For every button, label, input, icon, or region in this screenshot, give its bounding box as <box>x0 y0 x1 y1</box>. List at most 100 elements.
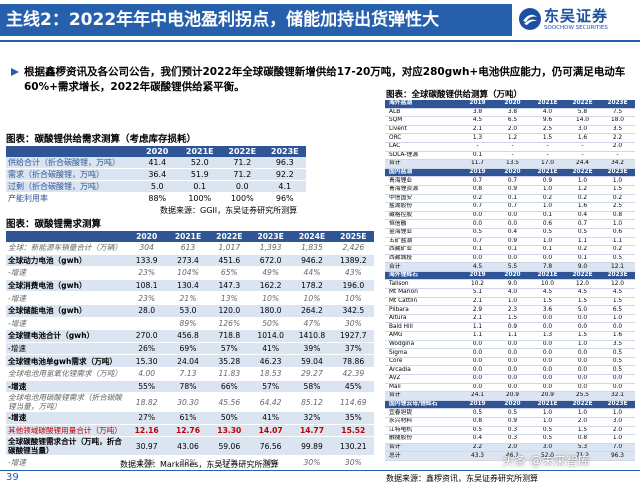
cell: 12.1 <box>600 262 635 272</box>
cell: -增速 <box>6 317 126 331</box>
cell: 需求（折合碳酸锂，万吨） <box>6 168 136 181</box>
slide-title: 主线2：2022年年中电池盈利拐点，储能加持出货弹性大 <box>0 4 512 36</box>
cell: 0.0 <box>221 180 264 193</box>
cell: 0.0 <box>495 348 530 358</box>
cell: 104% <box>167 266 209 280</box>
cell: 0.8 <box>565 434 600 444</box>
cell: AMG <box>385 331 460 341</box>
cell: 2019 <box>460 100 495 109</box>
row: -增速 17% 39% 37% 30% 30% 30% <box>6 455 374 469</box>
row: -增速 23% 21% 13% 10% 10% 10% <box>6 291 374 305</box>
cell: 18.82 <box>126 392 168 413</box>
row: 全球动力电池（gwh） 133.9 273.4 451.6 672.0 946.2 1389… <box>6 254 374 268</box>
cell: 96.3 <box>263 157 306 169</box>
header-row: 2020 2021E 2022E 2023E 2024E 2025E <box>6 231 374 242</box>
cell: 65% <box>208 266 250 280</box>
cell: 23% <box>126 291 168 305</box>
cell: 946.2 <box>291 254 333 268</box>
cell: 2.2 <box>460 443 495 453</box>
cell: 0.0 <box>495 254 530 264</box>
row: 国内锂云母/锂辉石 2019 2020 2021E 2022E 2023E <box>385 400 635 410</box>
cell: 4.5 <box>460 116 495 126</box>
cell: 89% <box>167 317 209 331</box>
cell: 国内盐湖 <box>385 168 460 178</box>
cell: 供给合计（折合碳酸锂，万吨） <box>6 157 136 169</box>
row: 恒信融 0.0 0.0 0.6 0.7 1.0 <box>385 219 635 229</box>
cell: 126% <box>208 317 250 331</box>
cell: 0.9 <box>495 417 530 427</box>
cell: LAC <box>385 142 460 152</box>
cell: 0.0 <box>460 365 495 375</box>
cell: -增速 <box>6 342 126 356</box>
cell: 0.2 <box>460 194 495 204</box>
cell: 0.5 <box>495 408 530 418</box>
cell: 1.1 <box>600 237 635 247</box>
cell: 12.16 <box>126 424 168 438</box>
cell: 2022E <box>565 100 600 109</box>
row: AVZ 0.0 0.0 0.0 0.0 0.0 <box>385 374 635 384</box>
row: 西藏城投 0.0 0.0 0.0 0.1 0.5 <box>385 254 635 264</box>
cell: 64.42 <box>249 392 292 413</box>
cell: 海外锂辉石 <box>385 271 460 281</box>
cell: 12.0 <box>600 279 635 290</box>
header-row: 2020 2021E 2022E 2023E <box>6 146 306 157</box>
cell: 0.7 <box>495 176 530 186</box>
cell: 7.0 <box>600 443 635 453</box>
cell: 2.9 <box>460 305 495 315</box>
cell: 2023E <box>600 271 635 281</box>
cell: 0.2 <box>565 194 600 204</box>
cell: 26% <box>126 342 168 356</box>
cell: 100% <box>178 192 221 205</box>
row: 五矿盐湖 0.7 0.9 1.0 1.1 1.1 <box>385 237 635 247</box>
cell: 5.3 <box>565 443 600 453</box>
cell: 10% <box>332 291 374 305</box>
cell: 18.53 <box>249 367 292 381</box>
cell: 130.21 <box>332 436 374 457</box>
cell: 59.06 <box>208 436 250 457</box>
row: ORC 1.3 1.2 1.5 1.6 2.2 <box>385 133 635 143</box>
cell: 672.0 <box>249 254 292 268</box>
row: Arcadia 0.0 0.0 0.0 0.0 0.5 <box>385 365 635 375</box>
cell: 3.5 <box>600 340 635 350</box>
cell: 14.77 <box>291 424 333 438</box>
cell: 10% <box>249 291 292 305</box>
cell: 24.1 <box>460 391 495 401</box>
cell: - <box>530 151 565 161</box>
cell: 57% <box>249 380 292 394</box>
cell: 全球电池用碳酸锂需求（折合碳酸锂当量，万吨） <box>6 392 126 413</box>
row: 总计 43.3 46.1 52.0 71.2 96.3 <box>385 451 635 461</box>
cell: 0.0 <box>565 383 600 393</box>
cell: ALB <box>385 108 460 118</box>
cell: 0.0 <box>495 211 530 221</box>
cell: 恒信融 <box>385 219 460 229</box>
cell: 30% <box>249 455 292 469</box>
cell: 0.0 <box>495 383 530 393</box>
cell: 1.2 <box>565 185 600 195</box>
cell: 过剩（折合碳酸锂，万吨） <box>6 180 136 193</box>
cell: 产能利用率 <box>6 192 136 205</box>
row: 合计 4.5 5.5 7.8 9.0 12.1 <box>385 262 635 272</box>
cell: 451.6 <box>208 254 250 268</box>
cell <box>126 317 168 331</box>
cell: 0.0 <box>530 357 565 367</box>
cell: 0.1 <box>178 180 221 193</box>
row: 全球电池用氢氧化锂需求（万吨） 4.00 7.13 11.83 18.53 29.27 42… <box>6 367 374 381</box>
header: 主线2：2022年年中电池盈利拐点，储能加持出货弹性大 东吴证券 SOOCHOW… <box>0 0 640 40</box>
cell: 0.5 <box>460 408 495 418</box>
cell: 76.56 <box>249 436 292 457</box>
cell: 2.1 <box>460 314 495 324</box>
cell: 0.0 <box>530 322 565 333</box>
cell: 7.13 <box>167 367 209 381</box>
cell: 2.5 <box>600 202 635 212</box>
cell: 1.0 <box>600 176 635 186</box>
cell: 45.56 <box>208 392 250 413</box>
logo-en: SOOCHOW SECURITIES <box>544 25 608 31</box>
cell: 71.2 <box>565 451 600 461</box>
header-cell: 2024E <box>291 231 333 242</box>
table-caption: 图表：碳酸锂供给需求测算（考虑库存损耗） <box>6 134 197 145</box>
cell: 14.0 <box>565 116 600 126</box>
row: -增速 23% 104% 65% 49% 44% 43% <box>6 266 374 280</box>
cell: 0.0 <box>530 383 565 393</box>
cell: 西藏城投 <box>385 254 460 264</box>
cell: 304 <box>126 242 168 255</box>
